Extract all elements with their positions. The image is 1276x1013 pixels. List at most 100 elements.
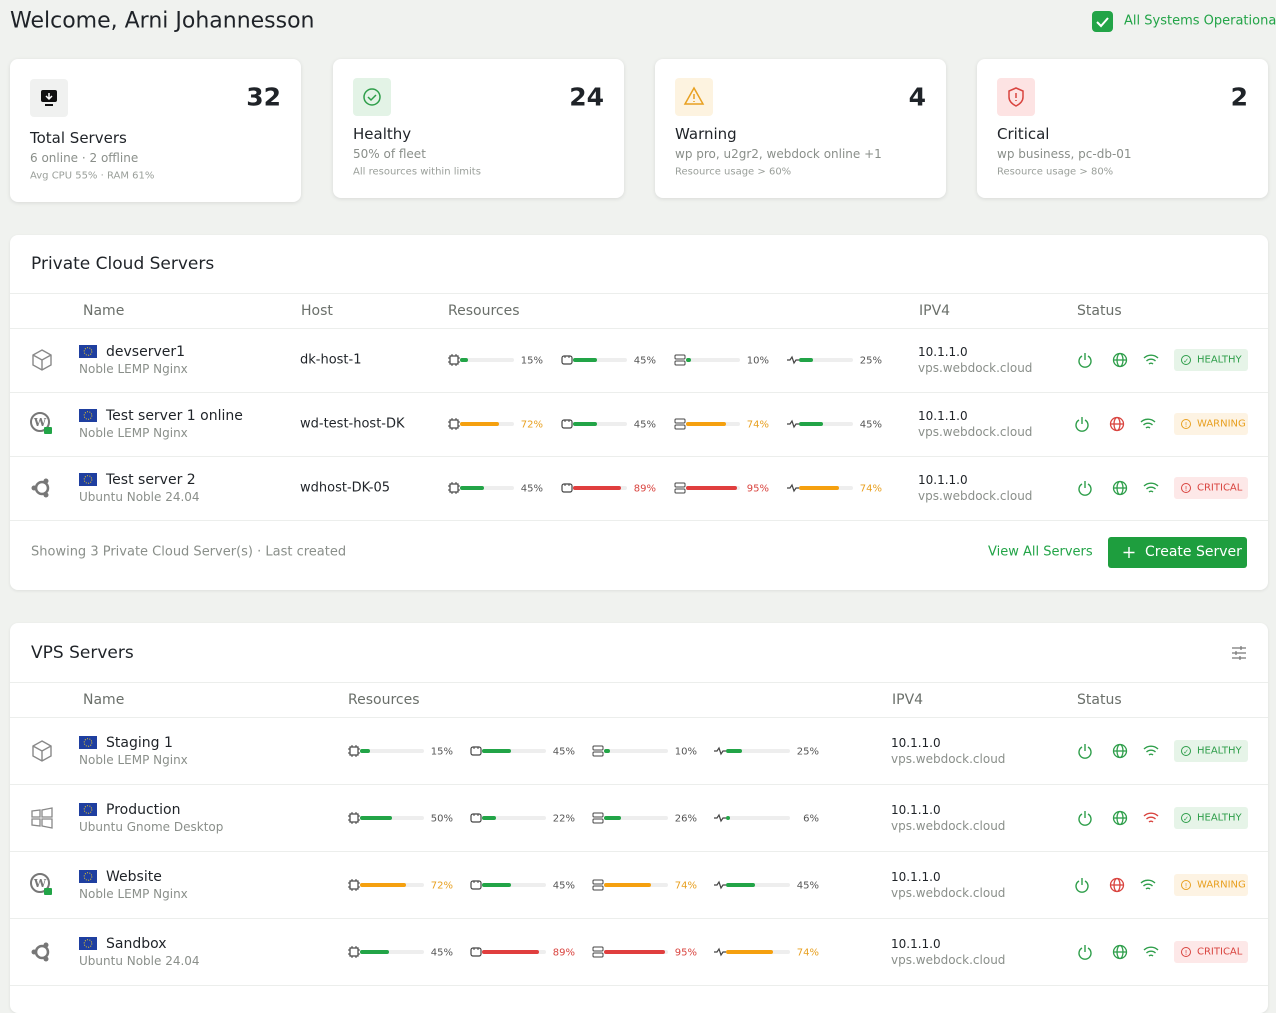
server-name: devserver1 — [106, 344, 186, 360]
resource-label: 95% — [746, 483, 769, 495]
resource-icon — [561, 354, 573, 366]
power-icon — [1077, 352, 1093, 368]
network-icon — [1143, 944, 1159, 960]
status-badge: ! — [1174, 873, 1248, 896]
ipv4: 10.1.1.0 — [918, 345, 968, 359]
power-icon — [1077, 944, 1093, 960]
resource-icon — [470, 879, 482, 891]
svg-text:✓: ✓ — [1183, 815, 1189, 823]
svg-text:!: ! — [1185, 949, 1188, 957]
resource-bar — [799, 486, 839, 490]
svg-text:✓: ✓ — [1183, 748, 1189, 756]
resource-label: 74% — [746, 419, 769, 431]
resource-bar — [604, 882, 652, 887]
status-text: WARNING — [1197, 418, 1246, 430]
resource-icon — [470, 745, 482, 757]
resource-bar — [360, 949, 389, 954]
domain: vps.webdock.cloud — [918, 489, 1033, 503]
resource-track — [360, 815, 424, 820]
filter-icon[interactable] — [1231, 645, 1247, 661]
resource-bar — [482, 815, 497, 820]
resource-icon — [348, 945, 360, 958]
create-server-label[interactable]: Create Server — [1145, 544, 1242, 560]
resource-label: 26% — [674, 813, 697, 824]
status-text: HEALTHY — [1197, 354, 1242, 366]
view-all-link[interactable]: View All Servers — [988, 544, 1093, 560]
flag — [79, 345, 97, 358]
os-icon — [30, 476, 54, 500]
resource-icon — [714, 745, 726, 757]
resource-label: 74% — [796, 947, 819, 958]
resource-bar — [460, 486, 485, 490]
resource-bar — [726, 882, 755, 887]
os-icon — [30, 739, 54, 763]
ipv4: 10.1.1.0 — [891, 735, 941, 750]
resource-icon — [714, 946, 726, 958]
column-header: Status — [1077, 303, 1122, 319]
resource-bar — [726, 949, 774, 954]
resource-track — [799, 422, 853, 426]
create-server-button[interactable] — [1108, 537, 1247, 568]
resource-icon — [714, 812, 726, 824]
resource-track — [482, 815, 546, 820]
resource-icon — [674, 354, 686, 366]
card-value: 24 — [569, 82, 604, 112]
resource-bar — [573, 422, 598, 426]
power-icon — [1077, 743, 1093, 759]
card-subtitle: 6 online · 2 offline — [30, 151, 139, 165]
column-header: Name — [83, 303, 125, 319]
card-title: Healthy — [353, 125, 412, 143]
resource-label: 45% — [633, 419, 656, 431]
svg-text:!: ! — [1185, 485, 1188, 493]
card-note: Resource usage > 60% — [675, 166, 792, 178]
resource-label: 25% — [859, 355, 882, 367]
resource-label: 74% — [859, 483, 882, 495]
os-icon: W — [30, 872, 54, 897]
resource-track — [726, 882, 790, 887]
resource-bar — [460, 422, 499, 426]
resource-icon — [674, 482, 686, 494]
server-os: Noble LEMP Nginx — [79, 886, 188, 901]
column-header: Host — [301, 303, 333, 319]
status-check — [1092, 11, 1113, 32]
panel-title: VPS Servers — [31, 643, 134, 663]
resource-label: 72% — [430, 880, 453, 891]
resource-bar — [604, 748, 611, 753]
resource-label: 25% — [796, 746, 819, 757]
domain: vps.webdock.cloud — [918, 425, 1033, 439]
globe-icon — [1112, 810, 1128, 826]
resource-icon — [592, 812, 604, 824]
status-badge: ✓ — [1174, 739, 1248, 762]
server-os: Ubuntu Gnome Desktop — [79, 819, 224, 834]
page-title: Welcome, Arni Johannesson — [10, 8, 315, 34]
footer-text: Showing 3 Private Cloud Server(s) · Last… — [31, 544, 347, 560]
network-icon — [1140, 877, 1156, 893]
resource-track — [360, 748, 424, 753]
server-os: Noble LEMP Nginx — [79, 426, 188, 440]
server-name: Sandbox — [106, 935, 167, 952]
resource-label: 74% — [674, 880, 697, 891]
resource-track — [573, 358, 627, 362]
power-icon — [1074, 416, 1090, 432]
divider — [10, 520, 1268, 521]
resource-track — [482, 748, 546, 753]
resource-icon — [470, 812, 482, 824]
globe-icon — [1109, 877, 1125, 893]
resource-icon — [592, 946, 604, 958]
ipv4: 10.1.1.0 — [918, 409, 968, 423]
card-icon — [997, 78, 1035, 116]
host: wd-test-host-DK — [300, 416, 405, 432]
column-header: Resources — [348, 692, 420, 708]
resource-track — [604, 748, 668, 753]
resource-icon — [561, 482, 573, 494]
resource-icon — [787, 354, 799, 366]
os-icon — [30, 940, 54, 964]
resource-label: 50% — [430, 813, 453, 824]
card-title: Critical — [997, 125, 1050, 143]
flag — [79, 409, 97, 422]
resource-track — [482, 882, 546, 887]
resource-label: 10% — [746, 355, 769, 367]
resource-icon — [674, 418, 686, 430]
domain: vps.webdock.cloud — [891, 818, 1006, 833]
